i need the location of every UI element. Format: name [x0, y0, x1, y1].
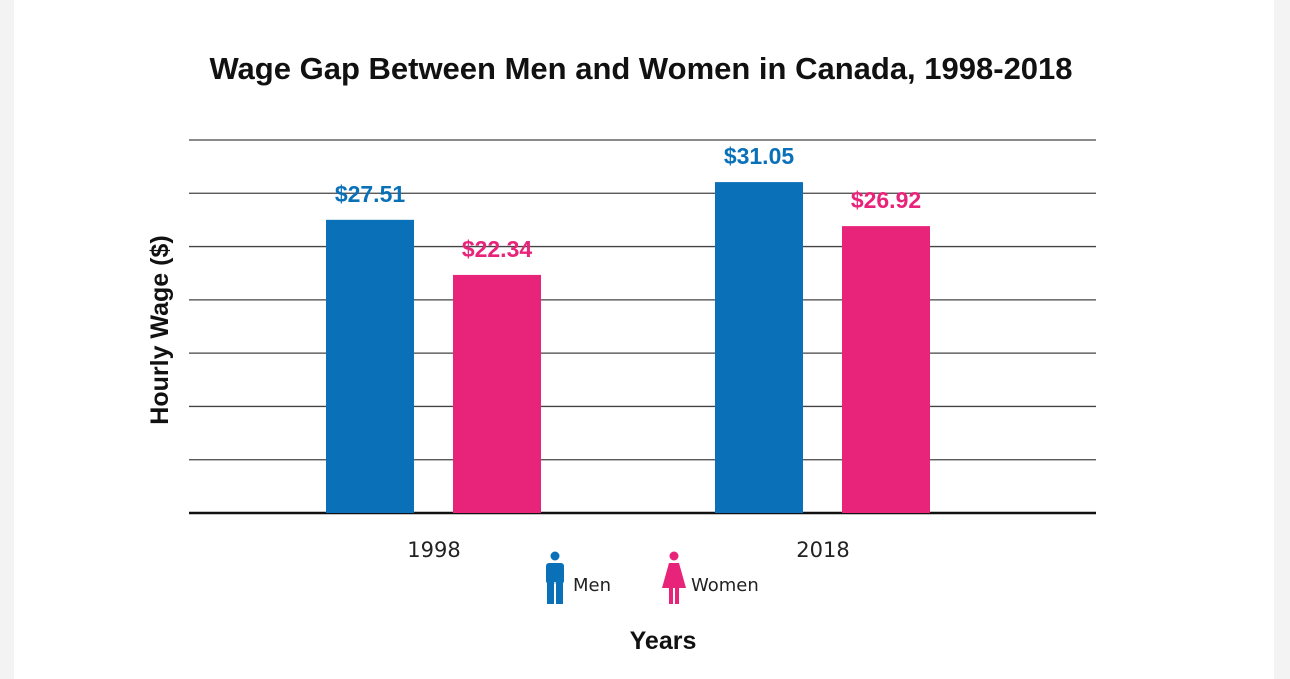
man-icon [546, 551, 564, 604]
data-label-women-1998: $22.34 [462, 236, 533, 262]
data-label-men-2018: $31.05 [724, 143, 795, 169]
legend-item-women: Women [662, 551, 759, 604]
bar-chart: Wage Gap Between Men and Women in Canada… [146, 51, 1096, 655]
legend: Men Women [546, 551, 759, 604]
legend-item-men: Men [546, 551, 611, 604]
bar-women-2018 [842, 226, 930, 513]
legend-label-women: Women [691, 575, 759, 596]
x-axis-title: Years [630, 627, 697, 655]
gridlines [189, 139, 1096, 515]
y-axis-title: Hourly Wage ($) [146, 235, 174, 424]
woman-icon [662, 551, 686, 604]
bar-men-2018 [715, 182, 803, 514]
data-label-women-2018: $26.92 [851, 187, 921, 213]
bar-men-1998 [326, 219, 414, 513]
data-label-men-1998: $27.51 [335, 181, 406, 207]
legend-label-men: Men [573, 575, 611, 596]
chart-title: Wage Gap Between Men and Women in Canada… [209, 51, 1072, 86]
chart-card: Wage Gap Between Men and Women in Canada… [14, 0, 1274, 679]
x-tick-label-1998: 1998 [407, 538, 460, 562]
bars: $27.51 $22.34 $31.05 $26.92 [326, 143, 930, 514]
x-tick-labels: 1998 2018 [407, 538, 849, 562]
bar-women-1998 [453, 274, 541, 513]
x-tick-label-2018: 2018 [796, 538, 849, 562]
